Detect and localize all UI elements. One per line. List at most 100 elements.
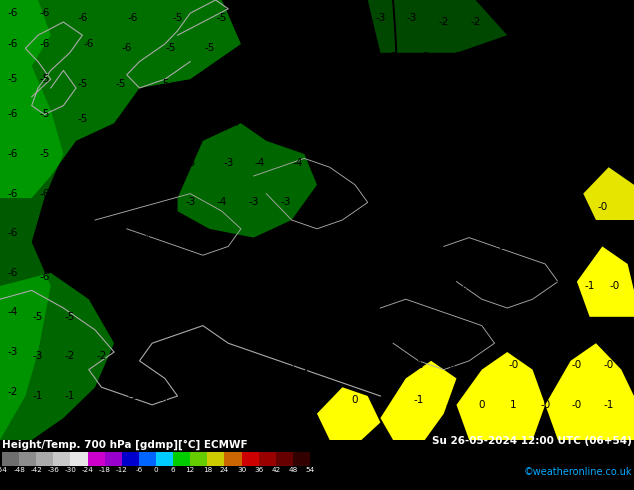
Text: -0: -0 — [540, 360, 550, 370]
Text: -0: -0 — [597, 202, 607, 212]
Text: -2: -2 — [242, 237, 252, 247]
Text: -5: -5 — [77, 114, 87, 124]
Text: -5: -5 — [115, 193, 126, 203]
Text: -0: -0 — [610, 162, 620, 172]
Text: -6: -6 — [8, 8, 18, 18]
Text: -2: -2 — [439, 202, 449, 212]
Text: -5: -5 — [8, 74, 18, 84]
Text: 6: 6 — [171, 467, 176, 473]
Text: -6: -6 — [39, 272, 49, 282]
Text: -36: -36 — [48, 467, 59, 473]
Text: -5: -5 — [236, 83, 246, 93]
Text: -1: -1 — [496, 242, 506, 251]
Text: -1: -1 — [604, 52, 614, 62]
Polygon shape — [0, 0, 63, 440]
Text: -1: -1 — [572, 52, 582, 62]
Text: -1: -1 — [515, 52, 525, 62]
Text: -3: -3 — [413, 87, 424, 98]
Text: ©weatheronline.co.uk: ©weatheronline.co.uk — [524, 467, 632, 477]
Bar — [224, 452, 242, 466]
Text: -1: -1 — [451, 320, 462, 331]
Text: -2: -2 — [432, 242, 443, 251]
Text: -1: -1 — [527, 242, 538, 251]
Text: Su 26-05-2024 12:00 UTC (06+54): Su 26-05-2024 12:00 UTC (06+54) — [432, 436, 632, 446]
Text: -5: -5 — [166, 44, 176, 53]
Text: -6: -6 — [39, 8, 49, 18]
Bar — [105, 452, 122, 466]
Text: -6: -6 — [8, 228, 18, 238]
Text: -6: -6 — [39, 228, 49, 238]
Bar — [2, 452, 19, 466]
Text: -1: -1 — [540, 87, 550, 98]
Text: -2: -2 — [166, 316, 176, 326]
Text: -1: -1 — [287, 360, 297, 370]
Text: -1: -1 — [585, 17, 595, 27]
Text: -3: -3 — [268, 277, 278, 287]
Text: -1: -1 — [559, 122, 569, 133]
Text: -4: -4 — [153, 114, 164, 124]
Text: -4: -4 — [318, 48, 328, 58]
Text: -1: -1 — [616, 122, 626, 133]
Text: -1: -1 — [591, 122, 601, 133]
Text: -2: -2 — [191, 356, 202, 366]
Bar — [259, 452, 276, 466]
Bar — [173, 452, 190, 466]
Bar — [156, 452, 173, 466]
Polygon shape — [178, 123, 317, 238]
Text: -2: -2 — [470, 17, 481, 27]
Polygon shape — [368, 0, 507, 53]
Text: -1: -1 — [33, 391, 43, 401]
Text: -6: -6 — [39, 39, 49, 49]
Text: -4: -4 — [242, 48, 252, 58]
Text: -1: -1 — [464, 242, 474, 251]
Text: -6: -6 — [8, 189, 18, 198]
Text: -1: -1 — [515, 320, 525, 331]
Text: -0: -0 — [591, 242, 601, 251]
Text: -2: -2 — [451, 52, 462, 62]
Text: -3: -3 — [325, 158, 335, 168]
Text: -3: -3 — [382, 87, 392, 98]
Text: -30: -30 — [65, 467, 76, 473]
Text: -4: -4 — [350, 87, 360, 98]
Text: -3: -3 — [356, 162, 366, 172]
Text: -0: -0 — [610, 320, 620, 331]
Text: -0: -0 — [547, 320, 557, 331]
Text: -54: -54 — [0, 467, 8, 473]
Text: -6: -6 — [71, 233, 81, 243]
Text: -18: -18 — [99, 467, 110, 473]
Text: -1: -1 — [255, 360, 265, 370]
Text: -6: -6 — [8, 268, 18, 278]
Text: -6: -6 — [39, 189, 49, 198]
Text: -0: -0 — [287, 395, 297, 405]
Text: 18: 18 — [203, 467, 212, 473]
Text: -3: -3 — [185, 158, 195, 168]
Text: -2: -2 — [8, 387, 18, 396]
Text: -1: -1 — [420, 320, 430, 331]
Text: -4: -4 — [179, 237, 189, 247]
Text: -4: -4 — [261, 13, 271, 23]
Text: -3: -3 — [369, 122, 379, 133]
Text: -4: -4 — [147, 193, 157, 203]
Text: -6: -6 — [77, 13, 87, 23]
Text: -5: -5 — [160, 78, 170, 89]
Text: -3: -3 — [375, 13, 385, 23]
Text: -1: -1 — [261, 320, 271, 331]
Text: -4: -4 — [280, 48, 290, 58]
Text: -1: -1 — [585, 281, 595, 291]
Text: -3: -3 — [198, 316, 208, 326]
Text: -4: -4 — [141, 233, 151, 243]
Text: -1: -1 — [255, 395, 265, 405]
Text: -1: -1 — [413, 360, 424, 370]
Text: -2: -2 — [369, 242, 379, 251]
Text: -1: -1 — [128, 391, 138, 401]
Text: -2: -2 — [445, 87, 455, 98]
Text: -5: -5 — [172, 277, 183, 287]
Text: -4: -4 — [191, 118, 202, 128]
Text: -2: -2 — [451, 162, 462, 172]
Polygon shape — [380, 361, 456, 440]
Text: -0: -0 — [610, 281, 620, 291]
Text: -6: -6 — [8, 149, 18, 159]
Text: -2: -2 — [356, 320, 366, 331]
Text: -2: -2 — [394, 281, 404, 291]
Text: -6: -6 — [122, 44, 132, 53]
